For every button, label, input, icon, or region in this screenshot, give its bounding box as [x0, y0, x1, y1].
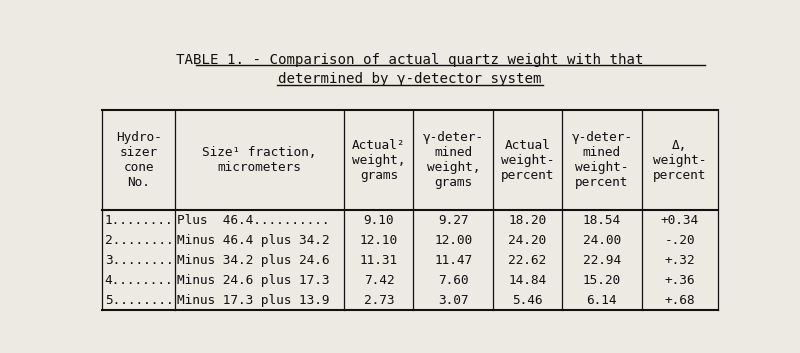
Text: No.: No.	[127, 176, 150, 189]
Text: 9.10: 9.10	[364, 214, 394, 227]
Text: percent: percent	[575, 176, 629, 189]
Text: Δ,: Δ,	[672, 139, 687, 152]
Text: 24.20: 24.20	[509, 234, 546, 247]
Text: 11.47: 11.47	[434, 254, 472, 267]
Text: +.36: +.36	[664, 274, 695, 287]
Text: Plus  46.4..........: Plus 46.4..........	[178, 214, 330, 227]
Text: -.20: -.20	[664, 234, 695, 247]
Text: mined: mined	[583, 146, 621, 159]
Text: grams: grams	[434, 176, 472, 189]
Text: Minus 34.2 plus 24.6: Minus 34.2 plus 24.6	[178, 254, 330, 267]
Text: 7.60: 7.60	[438, 274, 469, 287]
Text: 4........: 4........	[105, 274, 174, 287]
Text: Actual: Actual	[505, 139, 550, 152]
Text: weight,: weight,	[426, 161, 480, 174]
Text: +0.34: +0.34	[661, 214, 698, 227]
Text: weight,: weight,	[352, 154, 406, 167]
Text: weight-: weight-	[653, 154, 706, 167]
Text: sizer: sizer	[119, 146, 158, 159]
Text: 6.14: 6.14	[586, 294, 617, 307]
Text: 7.42: 7.42	[364, 274, 394, 287]
Text: 12.10: 12.10	[360, 234, 398, 247]
Text: +.68: +.68	[664, 294, 695, 307]
Text: Actual²: Actual²	[352, 139, 406, 152]
Text: weight-: weight-	[575, 161, 629, 174]
Text: mined: mined	[434, 146, 472, 159]
Text: grams: grams	[360, 169, 398, 182]
Text: 5.46: 5.46	[512, 294, 542, 307]
Text: 3.07: 3.07	[438, 294, 469, 307]
Text: 18.20: 18.20	[509, 214, 546, 227]
Text: Minus 24.6 plus 17.3: Minus 24.6 plus 17.3	[178, 274, 330, 287]
Text: 22.94: 22.94	[583, 254, 621, 267]
Text: Minus 17.3 plus 13.9: Minus 17.3 plus 13.9	[178, 294, 330, 307]
Text: 18.54: 18.54	[583, 214, 621, 227]
Text: 11.31: 11.31	[360, 254, 398, 267]
Text: 14.84: 14.84	[509, 274, 546, 287]
Text: weight-: weight-	[501, 154, 554, 167]
Text: 2........: 2........	[105, 234, 174, 247]
Text: γ-deter-: γ-deter-	[422, 131, 484, 144]
Text: percent: percent	[653, 169, 706, 182]
Text: +.32: +.32	[664, 254, 695, 267]
Text: percent: percent	[501, 169, 554, 182]
Text: 3........: 3........	[105, 254, 174, 267]
Text: 2.73: 2.73	[364, 294, 394, 307]
Text: Hydro-: Hydro-	[116, 131, 162, 144]
Text: 24.00: 24.00	[583, 234, 621, 247]
Text: 9.27: 9.27	[438, 214, 469, 227]
Text: 1........: 1........	[105, 214, 174, 227]
Text: Minus 46.4 plus 34.2: Minus 46.4 plus 34.2	[178, 234, 330, 247]
Text: Size¹ fraction,: Size¹ fraction,	[202, 146, 317, 159]
Text: 15.20: 15.20	[583, 274, 621, 287]
Text: γ-deter-: γ-deter-	[571, 131, 632, 144]
Text: determined by γ-detector system: determined by γ-detector system	[278, 72, 542, 86]
Text: 22.62: 22.62	[509, 254, 546, 267]
Text: 5........: 5........	[105, 294, 174, 307]
Text: micrometers: micrometers	[218, 161, 302, 174]
Text: TABLE 1. - Comparison of actual quartz weight with that: TABLE 1. - Comparison of actual quartz w…	[176, 53, 644, 67]
Text: 12.00: 12.00	[434, 234, 472, 247]
Text: cone: cone	[123, 161, 154, 174]
